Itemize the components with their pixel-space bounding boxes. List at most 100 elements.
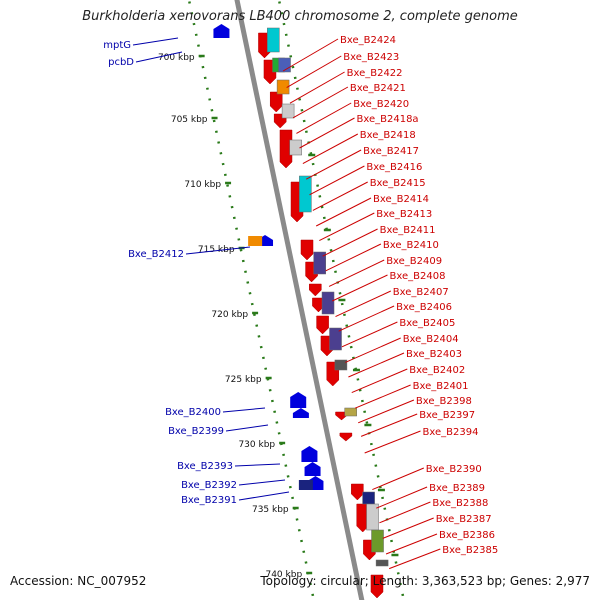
forward-gene — [269, 91, 283, 113]
label-connector — [222, 407, 266, 413]
gene-label-right: Bxe_B2401 — [413, 381, 469, 392]
forward-gene — [339, 432, 353, 442]
accession-label: Accession: NC_007952 — [10, 574, 147, 588]
label-connector — [286, 55, 342, 89]
backbone-line — [234, 0, 365, 600]
scale-label: 740 kbp — [265, 570, 302, 580]
reverse-gene — [301, 446, 318, 462]
gene-label-left: Bxe_B2393 — [177, 461, 233, 472]
scale-label: 705 kbp — [171, 115, 208, 125]
gene-label-right: Bxe_B2405 — [399, 318, 455, 329]
label-connector — [335, 290, 392, 318]
label-connector — [358, 399, 415, 424]
gene-block-grey — [289, 139, 302, 156]
label-connector — [379, 501, 431, 524]
label-connector — [354, 384, 411, 409]
gene-label-left: pcbD — [108, 57, 134, 68]
gene-block-dark-grey — [375, 559, 389, 567]
forward-gene — [300, 239, 314, 261]
scale-label: 720 kbp — [211, 310, 248, 320]
gene-block-olive-green — [371, 529, 384, 553]
forward-gene — [370, 574, 384, 599]
label-connector — [348, 352, 405, 378]
gene-label-right: Bxe_B2385 — [442, 545, 498, 556]
scale-label: 710 kbp — [184, 180, 221, 190]
label-connector — [322, 228, 378, 257]
gene-label-right: Bxe_B2408 — [390, 271, 446, 282]
gene-label-left: Bxe_B2400 — [165, 407, 221, 418]
gene-block-navy — [362, 491, 375, 505]
label-connector — [185, 246, 251, 255]
gene-label-right: Bxe_B2404 — [403, 334, 459, 345]
gene-label-right: Bxe_B2417 — [363, 146, 419, 157]
gene-label-right: Bxe_B2418 — [360, 130, 416, 141]
label-connector — [302, 133, 359, 165]
reverse-gene — [290, 392, 307, 408]
label-connector — [238, 491, 290, 501]
label-connector — [135, 51, 183, 63]
scale-label: 700 kbp — [158, 53, 195, 63]
label-connector — [238, 479, 286, 486]
gene-label-right: Bxe_B2406 — [396, 302, 452, 313]
label-connector — [132, 37, 179, 46]
forward-gene — [309, 283, 322, 297]
gene-label-right: Bxe_B2410 — [383, 240, 439, 251]
gene-label-right: Bxe_B2414 — [373, 194, 429, 205]
gene-label-right: Bxe_B2390 — [426, 464, 482, 475]
gene-label-right: Bxe_B2424 — [340, 35, 396, 46]
gene-label-right: Bxe_B2422 — [347, 68, 403, 79]
gene-label-right: Bxe_B2421 — [350, 83, 406, 94]
label-connector — [305, 149, 362, 180]
label-connector — [376, 486, 428, 509]
gene-block-grey — [281, 103, 295, 119]
gene-label-left: Bxe_B2391 — [181, 495, 237, 506]
gene-label-right: Bxe_B2418a — [357, 114, 419, 125]
label-connector — [292, 86, 349, 119]
label-connector — [341, 321, 398, 348]
forward-gene — [351, 483, 364, 501]
label-connector — [315, 197, 372, 227]
gene-block-purple — [321, 291, 335, 315]
label-connector — [289, 71, 345, 104]
scale-label: 725 kbp — [225, 375, 262, 385]
forward-gene — [316, 315, 329, 335]
label-connector — [225, 424, 269, 432]
reverse-gene — [304, 462, 321, 476]
gene-block-cyan — [299, 175, 312, 213]
label-connector — [345, 337, 401, 363]
label-connector — [338, 305, 395, 332]
gene-label-right: Bxe_B2397 — [419, 410, 475, 421]
gene-label-left: Bxe_B2399 — [168, 426, 224, 437]
gene-label-right: Bxe_B2398 — [416, 396, 472, 407]
gene-label-left: Bxe_B2412 — [128, 249, 184, 260]
reverse-gene — [213, 24, 230, 38]
scale-label: 735 kbp — [252, 505, 289, 515]
gene-label-right: Bxe_B2416 — [366, 162, 422, 173]
label-connector — [360, 413, 418, 437]
gene-block-purple — [329, 327, 342, 351]
gene-label-right: Bxe_B2403 — [406, 349, 462, 360]
label-connector — [296, 102, 352, 134]
map-title: Burkholderia xenovorans LB400 chromosome… — [82, 9, 518, 24]
label-connector — [372, 467, 424, 491]
gene-label-right: Bxe_B2389 — [429, 483, 485, 494]
gene-label-right: Bxe_B2413 — [376, 209, 432, 220]
label-connector — [282, 38, 339, 72]
label-connector — [234, 463, 281, 467]
gene-label-right: Bxe_B2394 — [423, 427, 479, 438]
label-connector — [328, 259, 385, 287]
gene-block-olive — [344, 407, 357, 417]
gene-label-right: Bxe_B2407 — [393, 287, 449, 298]
gene-block-orange — [276, 79, 290, 95]
gene-label-right: Bxe_B2415 — [370, 178, 426, 189]
label-connector — [389, 548, 441, 570]
label-connector — [299, 117, 355, 149]
label-connector — [331, 274, 388, 302]
label-connector — [385, 533, 438, 555]
label-connector — [351, 368, 408, 394]
gene-label-right: Bxe_B2402 — [409, 365, 465, 376]
gene-label-right: Bxe_B2420 — [353, 99, 409, 110]
label-connector — [312, 181, 368, 211]
